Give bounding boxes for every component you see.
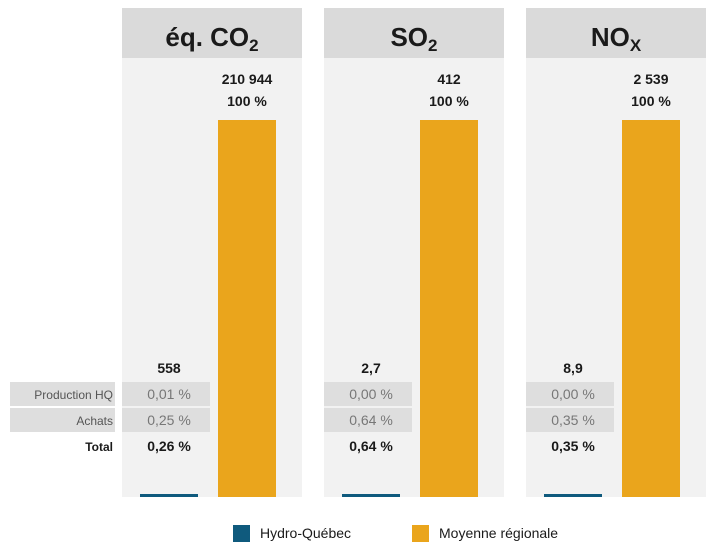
row-band-1 bbox=[122, 408, 210, 432]
row-label-achats: Achats bbox=[76, 414, 113, 428]
value-label-regional: 210 944 bbox=[222, 71, 273, 87]
value-label-hydro-quebec: 558 bbox=[157, 360, 181, 376]
legend-swatch-moyenne-regionale bbox=[412, 525, 429, 542]
panel-header bbox=[122, 8, 302, 58]
value-label-regional: 2 539 bbox=[633, 71, 668, 87]
bar-moyenne-regionale bbox=[218, 120, 276, 497]
pct-label-regional: 100 % bbox=[227, 93, 267, 109]
panel-header bbox=[526, 8, 706, 58]
bar-hydro-quebec bbox=[140, 494, 198, 497]
panel-title: éq. CO2 bbox=[165, 22, 258, 55]
panel-2: NOX 2 539 100 % 8,9 0,00 % 0,35 % 0,35 % bbox=[526, 8, 706, 497]
pct-production-hq: 0,00 % bbox=[349, 386, 393, 402]
pct-total: 0,64 % bbox=[349, 438, 393, 454]
row-label-production: Production HQ bbox=[34, 388, 113, 402]
pct-achats: 0,64 % bbox=[349, 412, 393, 428]
row-band-0 bbox=[324, 382, 412, 406]
value-label-regional: 412 bbox=[437, 71, 461, 87]
pct-production-hq: 0,01 % bbox=[147, 386, 191, 402]
pct-label-regional: 100 % bbox=[429, 93, 469, 109]
pct-achats: 0,25 % bbox=[147, 412, 191, 428]
row-bands bbox=[10, 382, 115, 432]
legend-label-hydro-quebec: Hydro-Québec bbox=[260, 525, 351, 541]
bar-moyenne-regionale bbox=[622, 120, 680, 497]
legend: Hydro-Québec Moyenne régionale bbox=[233, 525, 558, 542]
panel-title: SO2 bbox=[390, 22, 437, 55]
pct-total: 0,35 % bbox=[551, 438, 595, 454]
legend-swatch-hydro-quebec bbox=[233, 525, 250, 542]
row-labels: Production HQ Achats Total bbox=[34, 388, 113, 454]
row-band-1 bbox=[324, 408, 412, 432]
bar-hydro-quebec bbox=[342, 494, 400, 497]
bar-hydro-quebec bbox=[544, 494, 602, 497]
panel-title: NOX bbox=[591, 22, 642, 55]
pct-label-regional: 100 % bbox=[631, 93, 671, 109]
bar-moyenne-regionale bbox=[420, 120, 478, 497]
legend-label-moyenne-regionale: Moyenne régionale bbox=[439, 525, 558, 541]
pct-achats: 0,35 % bbox=[551, 412, 595, 428]
value-label-hydro-quebec: 8,9 bbox=[563, 360, 583, 376]
row-label-total: Total bbox=[85, 440, 113, 454]
row-band-0 bbox=[122, 382, 210, 406]
row-band-label-1 bbox=[10, 408, 115, 432]
value-label-hydro-quebec: 2,7 bbox=[361, 360, 381, 376]
panel-header bbox=[324, 8, 504, 58]
pct-production-hq: 0,00 % bbox=[551, 386, 595, 402]
pct-total: 0,26 % bbox=[147, 438, 191, 454]
row-band-label-0 bbox=[10, 382, 115, 406]
chart-panels: éq. CO2 210 944 100 % 558 0,01 % 0,25 % 0,26 %… bbox=[122, 8, 706, 497]
row-band-1 bbox=[526, 408, 614, 432]
row-band-0 bbox=[526, 382, 614, 406]
panel-0: éq. CO2 210 944 100 % 558 0,01 % 0,25 % 0,26 % bbox=[122, 8, 302, 497]
